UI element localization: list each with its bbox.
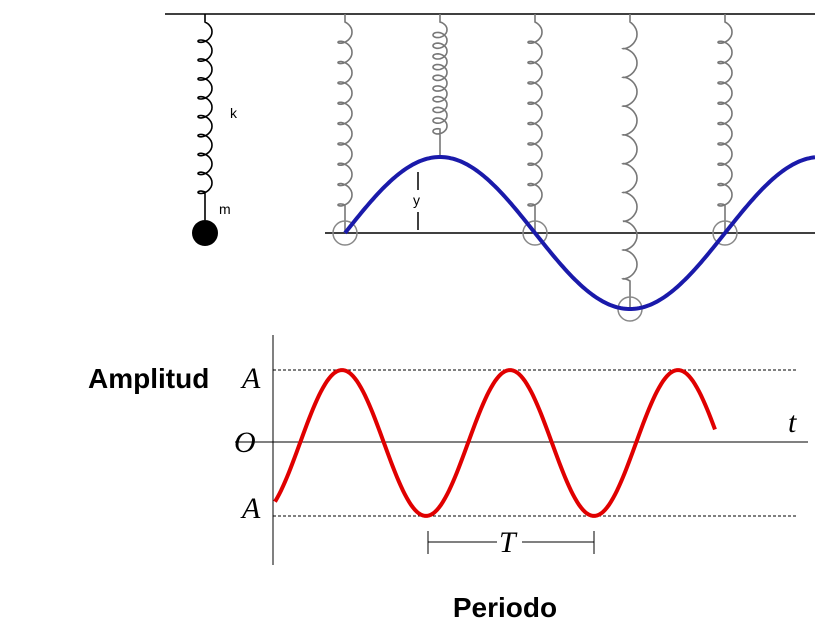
springs <box>197 14 733 309</box>
spring <box>337 14 353 233</box>
origin-label: O <box>234 426 256 459</box>
bob <box>522 220 548 246</box>
spring <box>432 14 448 157</box>
bob <box>332 220 358 246</box>
oscillation-curve <box>273 368 717 518</box>
m-label: m <box>219 201 231 217</box>
period-label: T <box>499 526 518 559</box>
bob <box>712 220 738 246</box>
mass <box>192 220 218 246</box>
k-label: k <box>230 105 238 121</box>
amplitude-title: Amplitud <box>88 363 209 394</box>
bottom-label: A <box>240 492 261 525</box>
time-label: t <box>788 406 797 439</box>
spring <box>197 14 213 220</box>
spring <box>717 14 733 233</box>
spring <box>527 14 543 233</box>
period-title: Periodo <box>453 592 557 623</box>
spring <box>621 14 638 309</box>
wave <box>343 155 815 311</box>
top-label: A <box>240 362 261 395</box>
y-label: y <box>413 192 420 208</box>
